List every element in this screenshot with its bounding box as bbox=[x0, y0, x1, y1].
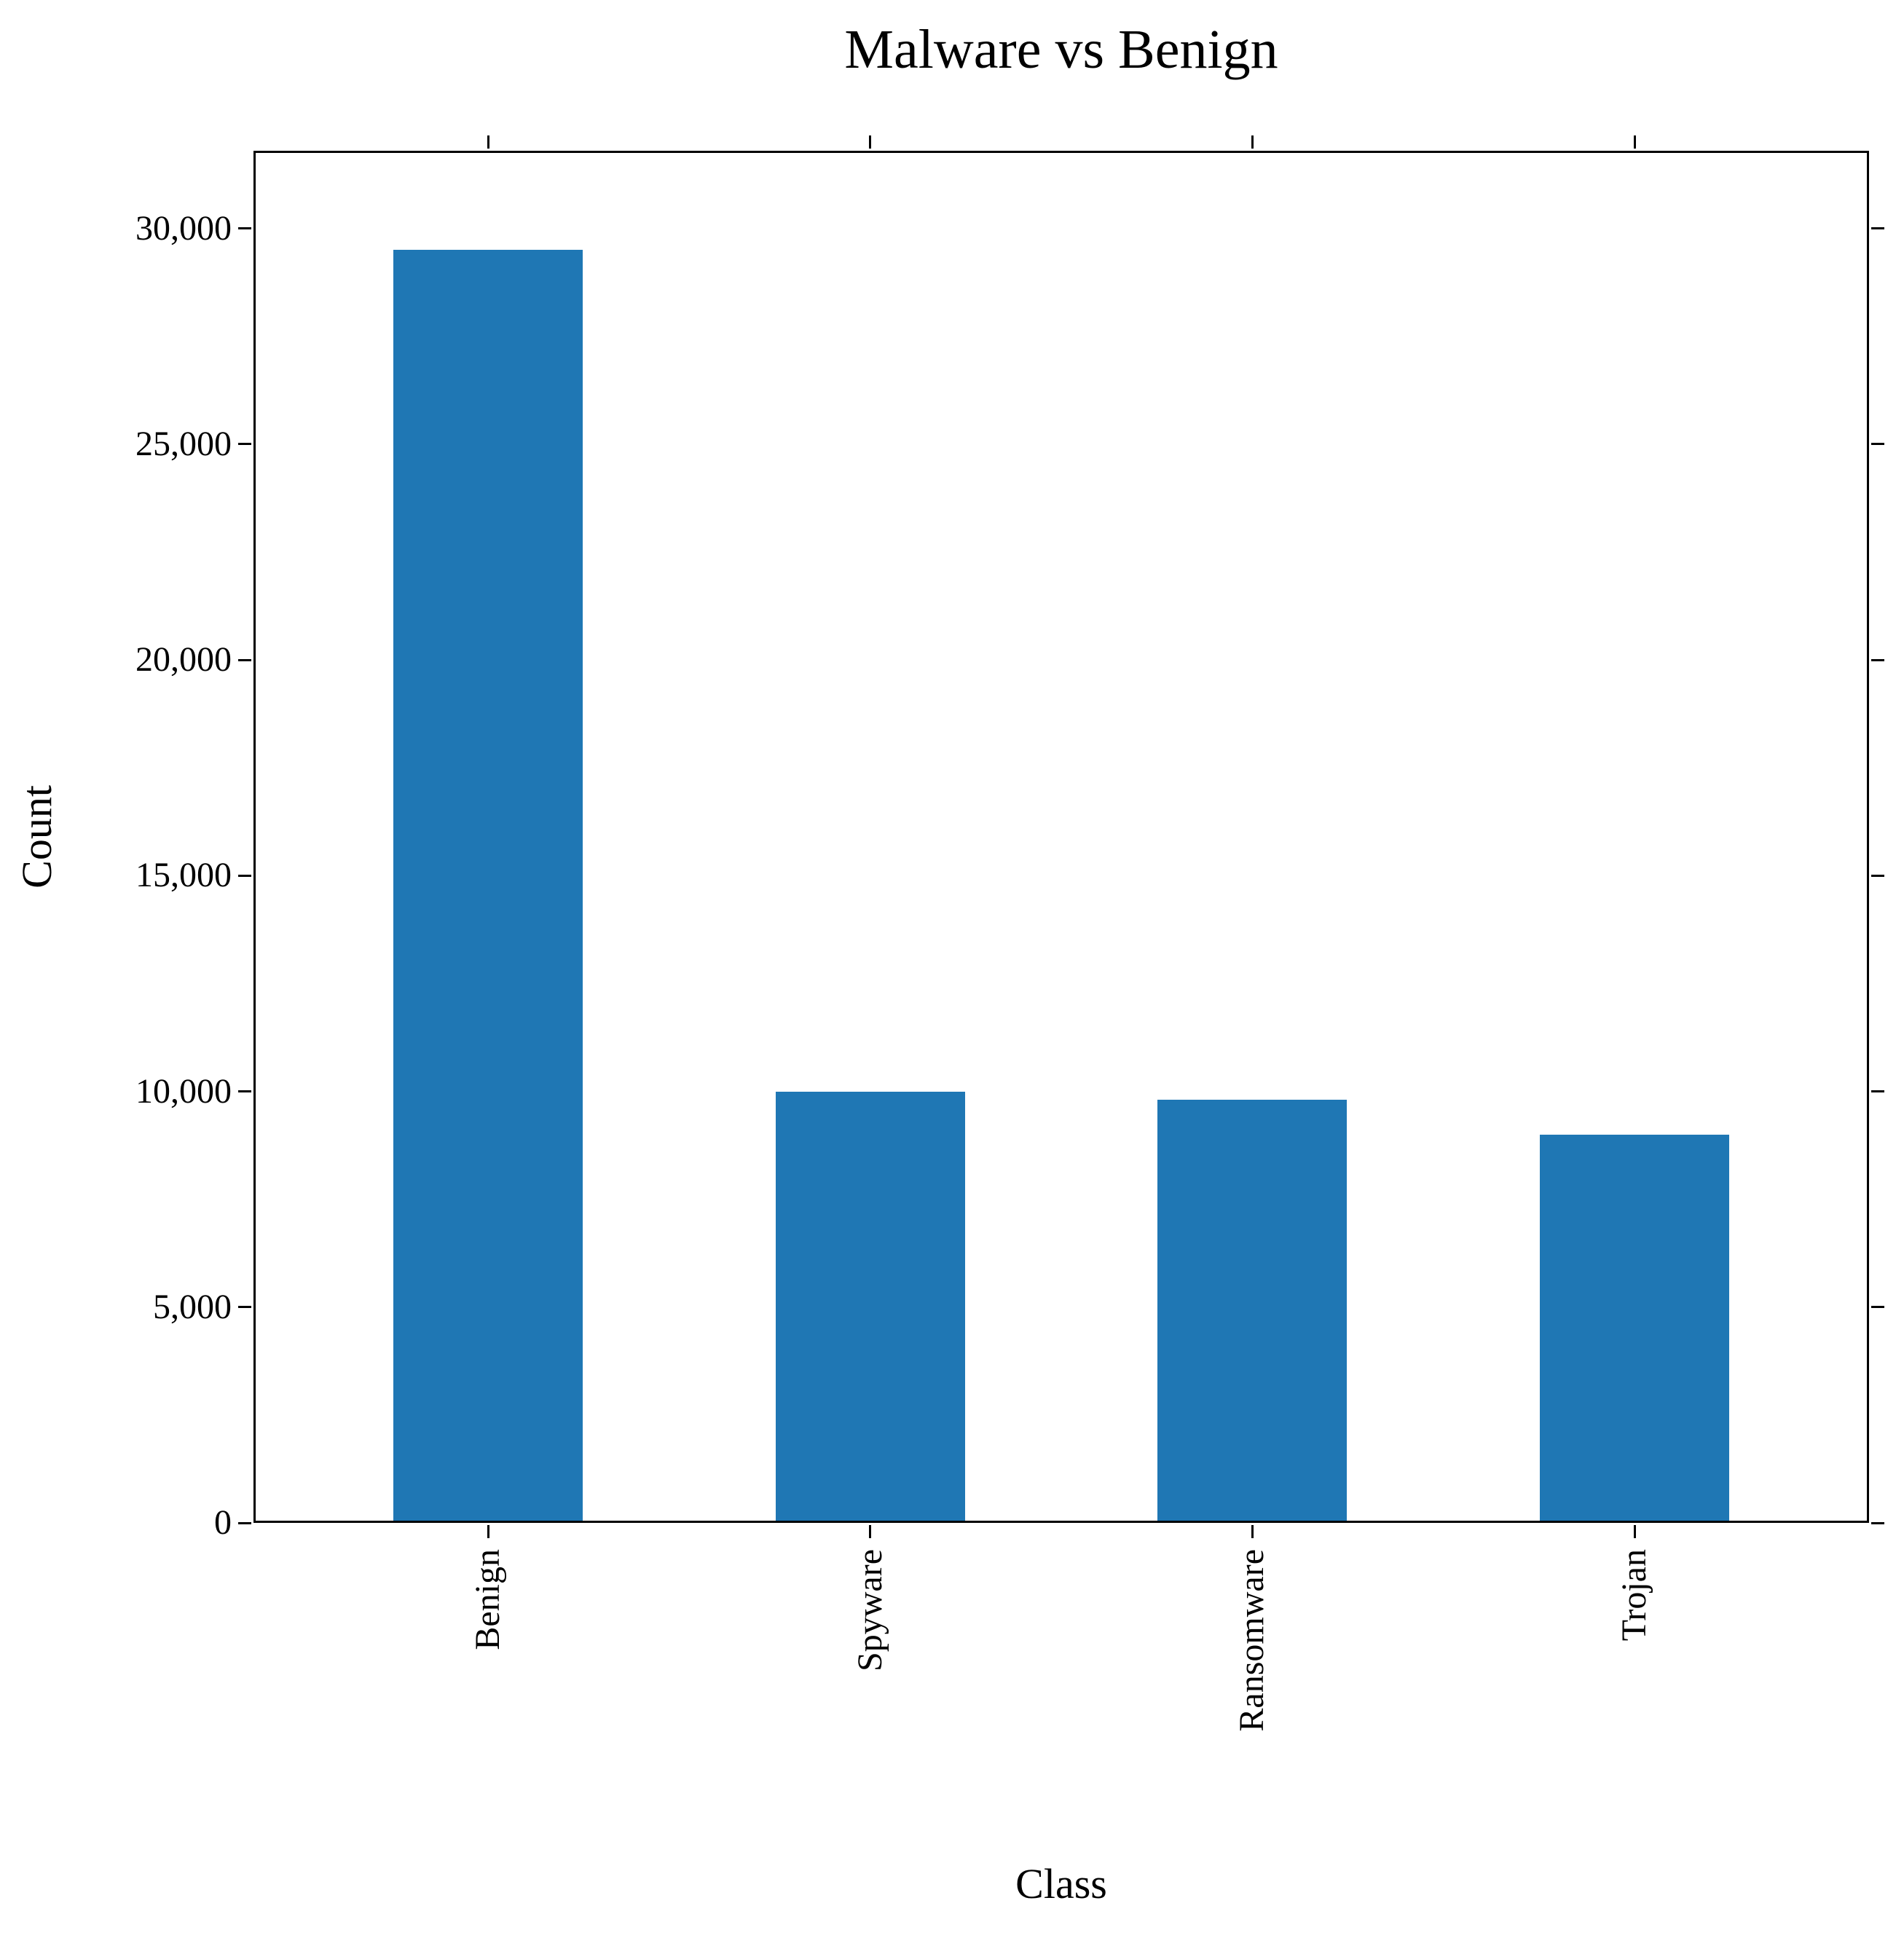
x-tick-label: Trojan bbox=[1615, 1549, 1653, 1642]
y-tick-mark-right bbox=[1871, 227, 1884, 230]
x-tick-label: Ransomware bbox=[1232, 1549, 1272, 1732]
x-tick-mark-top bbox=[869, 135, 872, 149]
y-tick-mark-left bbox=[238, 874, 251, 877]
y-tick-label: 0 bbox=[214, 1503, 232, 1542]
y-tick-mark-left bbox=[238, 1306, 251, 1309]
y-tick-mark-left bbox=[238, 658, 251, 661]
y-axis-label: Count bbox=[6, 151, 67, 1523]
y-tick-mark-right bbox=[1871, 658, 1884, 661]
y-tick-mark-right bbox=[1871, 1521, 1884, 1524]
x-tick-mark-bottom bbox=[869, 1525, 872, 1538]
y-tick-mark-left bbox=[238, 1521, 251, 1524]
x-tick-label: Benign bbox=[468, 1549, 507, 1650]
x-tick-label-box: Ransomware bbox=[1223, 1549, 1281, 1732]
y-tick-label: 5,000 bbox=[153, 1287, 232, 1326]
bar-ransomware bbox=[1157, 1100, 1348, 1523]
y-tick-mark-right bbox=[1871, 443, 1884, 446]
y-tick-label: 30,000 bbox=[135, 208, 232, 248]
x-tick-label-box: Benign bbox=[459, 1549, 517, 1650]
y-tick-mark-left bbox=[238, 227, 251, 230]
y-tick-mark-right bbox=[1871, 1090, 1884, 1093]
plot-area: Benign Spyware Ransomware Trojan bbox=[238, 135, 1884, 1732]
y-tick-label: 25,000 bbox=[135, 424, 232, 463]
x-tick-label-box: Trojan bbox=[1605, 1549, 1664, 1641]
y-tick-label: 10,000 bbox=[135, 1071, 232, 1111]
x-tick-mark-bottom bbox=[1633, 1525, 1636, 1538]
x-tick-label: Spyware bbox=[850, 1549, 889, 1671]
x-tick-label-box: Spyware bbox=[841, 1549, 900, 1671]
x-tick-mark-bottom bbox=[487, 1525, 489, 1538]
x-tick-mark-top bbox=[1633, 135, 1636, 149]
x-tick-mark-top bbox=[487, 135, 489, 149]
x-tick-mark-bottom bbox=[1251, 1525, 1254, 1538]
chart-title: Malware vs Benign bbox=[844, 19, 1278, 80]
y-tick-label: 15,000 bbox=[135, 856, 232, 895]
y-tick-mark-left bbox=[238, 1090, 251, 1093]
bar-spyware bbox=[775, 1091, 965, 1523]
x-axis-label: Class bbox=[1015, 1860, 1107, 1907]
bar-trojan bbox=[1540, 1134, 1729, 1523]
x-tick-mark-top bbox=[1251, 135, 1254, 149]
y-tick-mark-right bbox=[1871, 874, 1884, 877]
bar-benign bbox=[393, 250, 583, 1523]
y-tick-mark-left bbox=[238, 443, 251, 446]
y-tick-label: 20,000 bbox=[135, 640, 232, 680]
y-axis-label-text: Count bbox=[12, 785, 60, 889]
y-tick-mark-right bbox=[1871, 1306, 1884, 1309]
